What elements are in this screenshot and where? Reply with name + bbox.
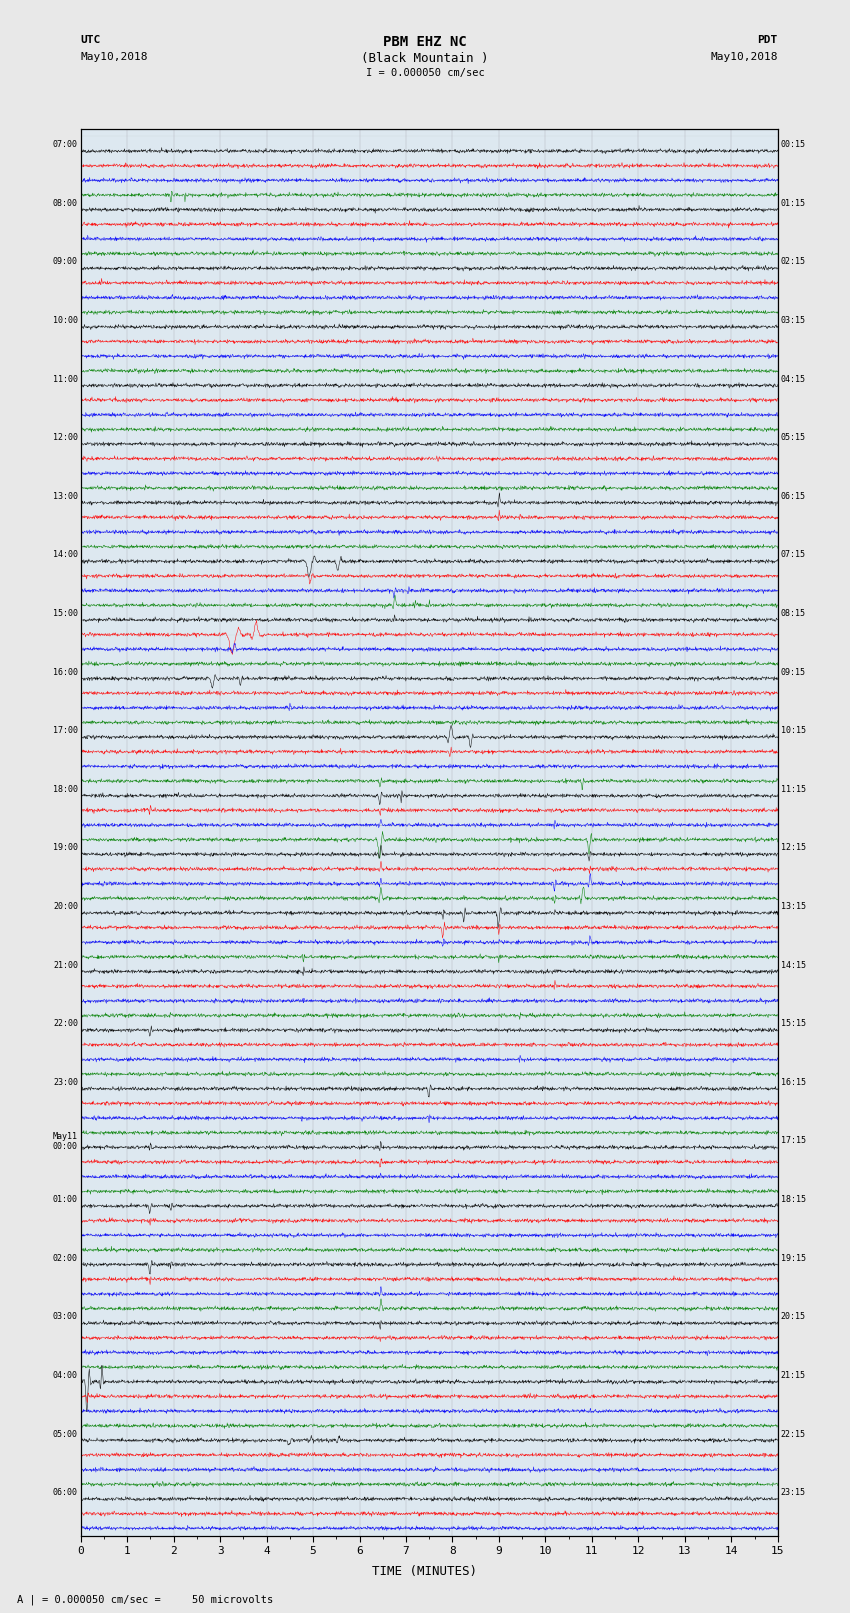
Text: TIME (MINUTES): TIME (MINUTES) bbox=[372, 1565, 478, 1578]
Text: May10,2018: May10,2018 bbox=[81, 52, 148, 61]
Text: PDT: PDT bbox=[757, 35, 778, 45]
Text: A | = 0.000050 cm/sec =     50 microvolts: A | = 0.000050 cm/sec = 50 microvolts bbox=[17, 1594, 273, 1605]
Text: PBM EHZ NC: PBM EHZ NC bbox=[383, 35, 467, 50]
Text: (Black Mountain ): (Black Mountain ) bbox=[361, 52, 489, 65]
Text: UTC: UTC bbox=[81, 35, 101, 45]
Text: I = 0.000050 cm/sec: I = 0.000050 cm/sec bbox=[366, 68, 484, 77]
Text: May10,2018: May10,2018 bbox=[711, 52, 778, 61]
